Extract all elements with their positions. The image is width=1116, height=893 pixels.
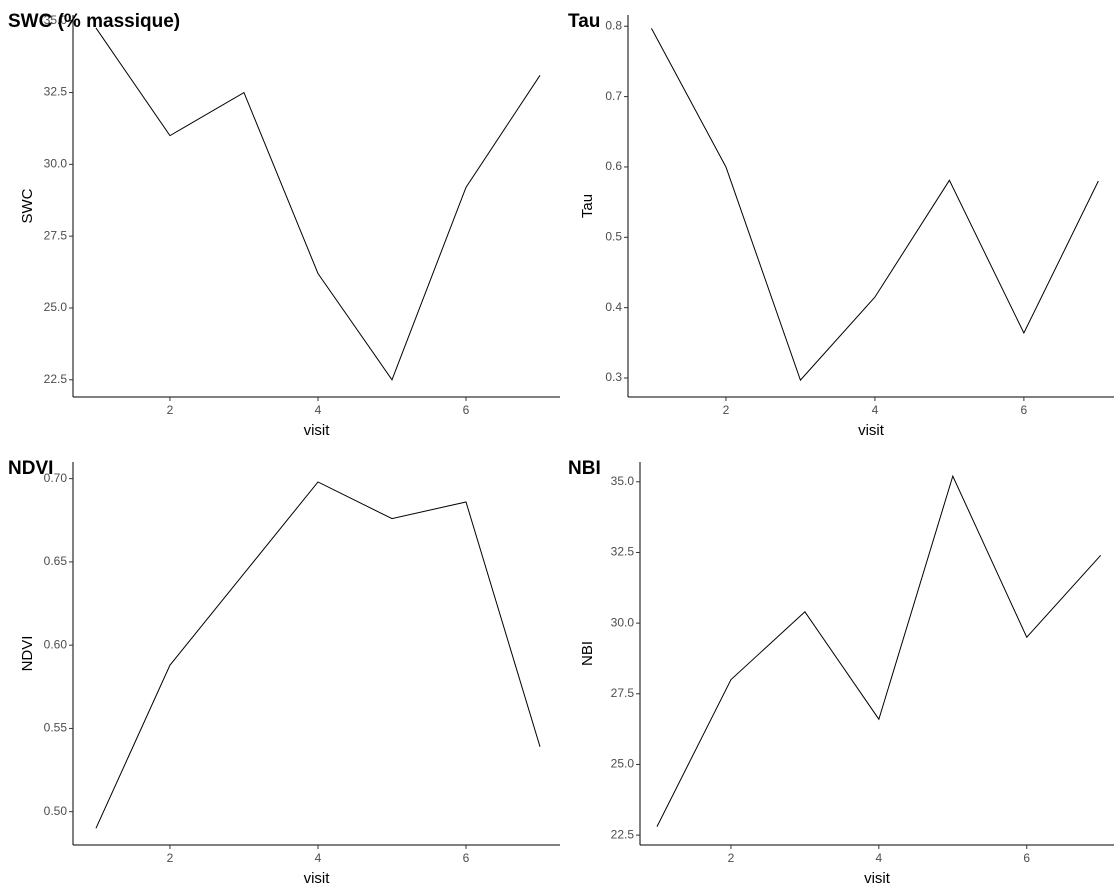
x-tick-label: 4 [315, 851, 322, 865]
chart-title: NDVI [8, 458, 53, 479]
y-tick-label: 25.0 [44, 300, 68, 314]
chart-title: Tau [568, 11, 600, 32]
y-tick-label: 30.0 [611, 615, 635, 629]
x-tick-label: 6 [1023, 851, 1030, 865]
y-tick-label: 35.0 [611, 474, 635, 488]
x-tick-label: 2 [728, 851, 735, 865]
x-tick-label: 6 [463, 851, 470, 865]
y-tick-label: 0.6 [605, 159, 622, 173]
chart-title: NBI [568, 458, 601, 479]
y-axis-label: Tau [579, 194, 596, 218]
y-tick-label: 0.55 [44, 721, 68, 735]
x-tick-label: 6 [1021, 403, 1028, 417]
x-tick-label: 4 [315, 403, 322, 417]
y-tick-label: 0.70 [44, 471, 68, 485]
x-tick-label: 2 [167, 851, 174, 865]
y-tick-label: 22.5 [44, 372, 68, 386]
y-tick-label: 32.5 [611, 545, 635, 559]
data-line [656, 474, 1102, 827]
x-tick-label: 6 [463, 403, 470, 417]
y-tick-label: 0.65 [44, 554, 68, 568]
y-tick-label: 35.0 [44, 13, 68, 27]
y-tick-label: 27.5 [611, 686, 635, 700]
chart-title: SWC (% massique) [8, 11, 180, 32]
data-line [95, 481, 541, 829]
y-tick-label: 27.5 [44, 228, 68, 242]
data-line [95, 27, 541, 381]
x-tick-label: 4 [872, 403, 879, 417]
y-axis-label: NBI [579, 641, 596, 666]
y-tick-label: 0.5 [605, 229, 622, 243]
y-tick-label: 0.60 [44, 637, 68, 651]
x-tick-label: 4 [876, 851, 883, 865]
x-axis-label: visit [858, 422, 885, 439]
x-axis-label: visit [304, 870, 331, 887]
y-tick-label: 32.5 [44, 85, 68, 99]
y-tick-label: 0.7 [605, 89, 622, 103]
y-axis-label: SWC [19, 188, 36, 223]
y-tick-label: 0.8 [605, 18, 622, 32]
y-tick-label: 22.5 [611, 827, 635, 841]
y-tick-label: 30.0 [44, 157, 68, 171]
x-axis-label: visit [864, 870, 891, 887]
x-axis-label: visit [304, 422, 331, 439]
y-tick-label: 0.4 [605, 300, 622, 314]
y-tick-label: 25.0 [611, 757, 635, 771]
x-tick-label: 2 [723, 403, 730, 417]
y-axis-label: NDVI [19, 636, 36, 672]
y-tick-label: 0.3 [605, 370, 622, 384]
data-line [651, 28, 1099, 382]
x-tick-label: 2 [167, 403, 174, 417]
y-tick-label: 0.50 [44, 804, 68, 818]
